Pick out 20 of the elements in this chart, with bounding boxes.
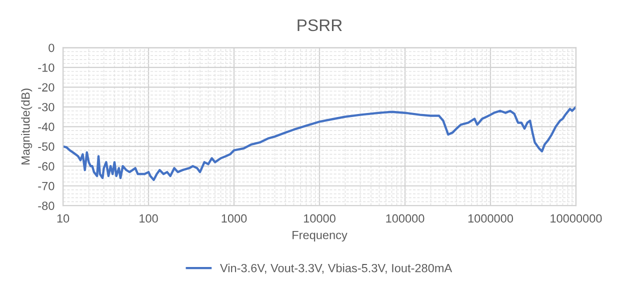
y-tick-label: 0	[48, 44, 54, 52]
x-tick-label: 100	[140, 214, 158, 223]
x-axis-title: Frequency	[292, 230, 348, 242]
y-tick-label: -80	[38, 202, 54, 210]
legend-label: Vin-3.6V, Vout-3.3V, Vbias-5.3V, Iout-280mA	[220, 264, 452, 274]
x-tick-label: 10	[57, 214, 70, 223]
x-tick-label: 10000000	[550, 214, 602, 223]
y-tick-label: -10	[38, 63, 54, 72]
y-axis-title: Magnitude(dB)	[21, 88, 32, 164]
chart-title: PSRR	[298, 19, 342, 32]
y-tick-label: -30	[38, 102, 54, 112]
y-tick-label: -60	[38, 162, 54, 171]
y-tick-label: -20	[38, 83, 54, 92]
x-tick-label: 1000	[222, 214, 247, 223]
y-tick-label: -70	[38, 182, 54, 190]
x-tick-label: 10000	[304, 214, 336, 223]
x-tick-label: 100000	[386, 214, 424, 223]
y-tick-label: -40	[38, 122, 54, 132]
x-tick-label: 1000000	[468, 214, 514, 223]
y-tick-label: -50	[38, 142, 54, 151]
